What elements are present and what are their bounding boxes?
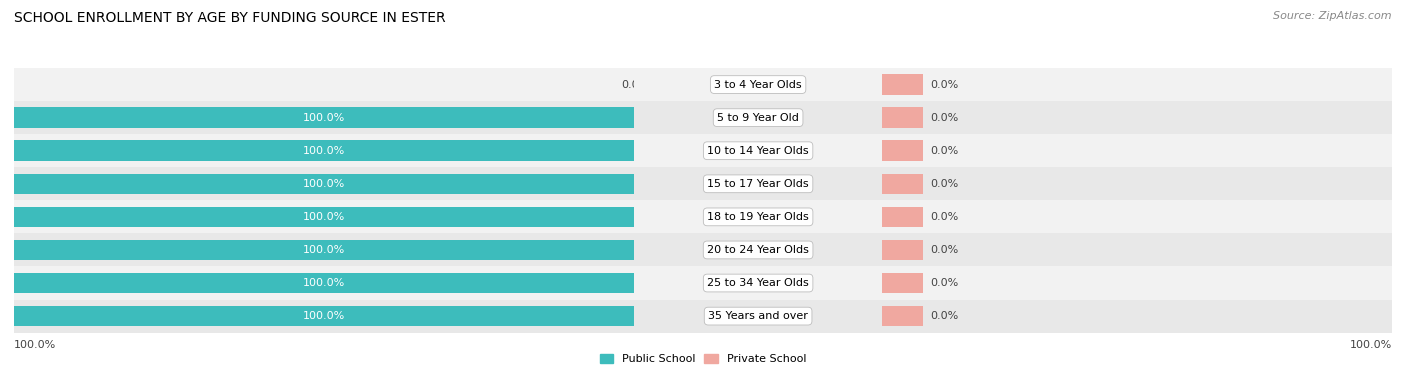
Bar [856, 167, 1406, 200]
Text: 100.0%: 100.0% [302, 146, 346, 156]
Text: 0.0%: 0.0% [931, 179, 959, 189]
Bar [634, 200, 882, 234]
Text: 0.0%: 0.0% [931, 278, 959, 288]
Bar [856, 299, 1406, 333]
Bar [0, 167, 665, 200]
Text: 100.0%: 100.0% [302, 278, 346, 288]
Bar [0, 299, 665, 333]
Bar [856, 101, 1406, 134]
Bar [882, 141, 922, 161]
Bar [0, 134, 665, 167]
Text: Source: ZipAtlas.com: Source: ZipAtlas.com [1274, 11, 1392, 21]
Bar [14, 107, 634, 128]
Text: 100.0%: 100.0% [14, 340, 56, 350]
Text: 0.0%: 0.0% [931, 146, 959, 156]
Bar [14, 240, 634, 260]
Bar [634, 68, 882, 101]
Text: 20 to 24 Year Olds: 20 to 24 Year Olds [707, 245, 808, 255]
Legend: Public School, Private School: Public School, Private School [595, 350, 811, 369]
Text: 5 to 9 Year Old: 5 to 9 Year Old [717, 113, 799, 122]
Text: 3 to 4 Year Olds: 3 to 4 Year Olds [714, 80, 801, 90]
Bar [0, 200, 665, 234]
Bar [882, 74, 922, 95]
Text: 100.0%: 100.0% [302, 311, 346, 321]
Bar [856, 134, 1406, 167]
Text: 0.0%: 0.0% [931, 113, 959, 122]
Text: 15 to 17 Year Olds: 15 to 17 Year Olds [707, 179, 808, 189]
Bar [882, 306, 922, 326]
Text: 25 to 34 Year Olds: 25 to 34 Year Olds [707, 278, 808, 288]
Bar [882, 273, 922, 293]
Text: SCHOOL ENROLLMENT BY AGE BY FUNDING SOURCE IN ESTER: SCHOOL ENROLLMENT BY AGE BY FUNDING SOUR… [14, 11, 446, 25]
Bar [14, 141, 634, 161]
Text: 0.0%: 0.0% [931, 212, 959, 222]
Text: 100.0%: 100.0% [302, 245, 346, 255]
Text: 10 to 14 Year Olds: 10 to 14 Year Olds [707, 146, 808, 156]
Bar [14, 174, 634, 194]
Bar [0, 266, 665, 299]
Bar [634, 299, 882, 333]
Bar [0, 234, 665, 266]
Bar [634, 234, 882, 266]
Bar [882, 174, 922, 194]
Text: 35 Years and over: 35 Years and over [709, 311, 808, 321]
Bar [14, 306, 634, 326]
Bar [856, 68, 1406, 101]
Text: 18 to 19 Year Olds: 18 to 19 Year Olds [707, 212, 808, 222]
Bar [634, 167, 882, 200]
Bar [882, 240, 922, 260]
Text: 0.0%: 0.0% [621, 80, 650, 90]
Bar [0, 101, 665, 134]
Bar [856, 266, 1406, 299]
Bar [14, 207, 634, 227]
Text: 100.0%: 100.0% [302, 212, 346, 222]
Bar [634, 101, 882, 134]
Bar [634, 134, 882, 167]
Bar [14, 273, 634, 293]
Text: 100.0%: 100.0% [302, 113, 346, 122]
Bar [0, 68, 665, 101]
Text: 0.0%: 0.0% [931, 311, 959, 321]
Bar [882, 107, 922, 128]
Text: 100.0%: 100.0% [1350, 340, 1392, 350]
Bar [882, 207, 922, 227]
Text: 0.0%: 0.0% [931, 80, 959, 90]
Bar [856, 234, 1406, 266]
Bar [856, 200, 1406, 234]
Text: 100.0%: 100.0% [302, 179, 346, 189]
Bar [634, 266, 882, 299]
Text: 0.0%: 0.0% [931, 245, 959, 255]
